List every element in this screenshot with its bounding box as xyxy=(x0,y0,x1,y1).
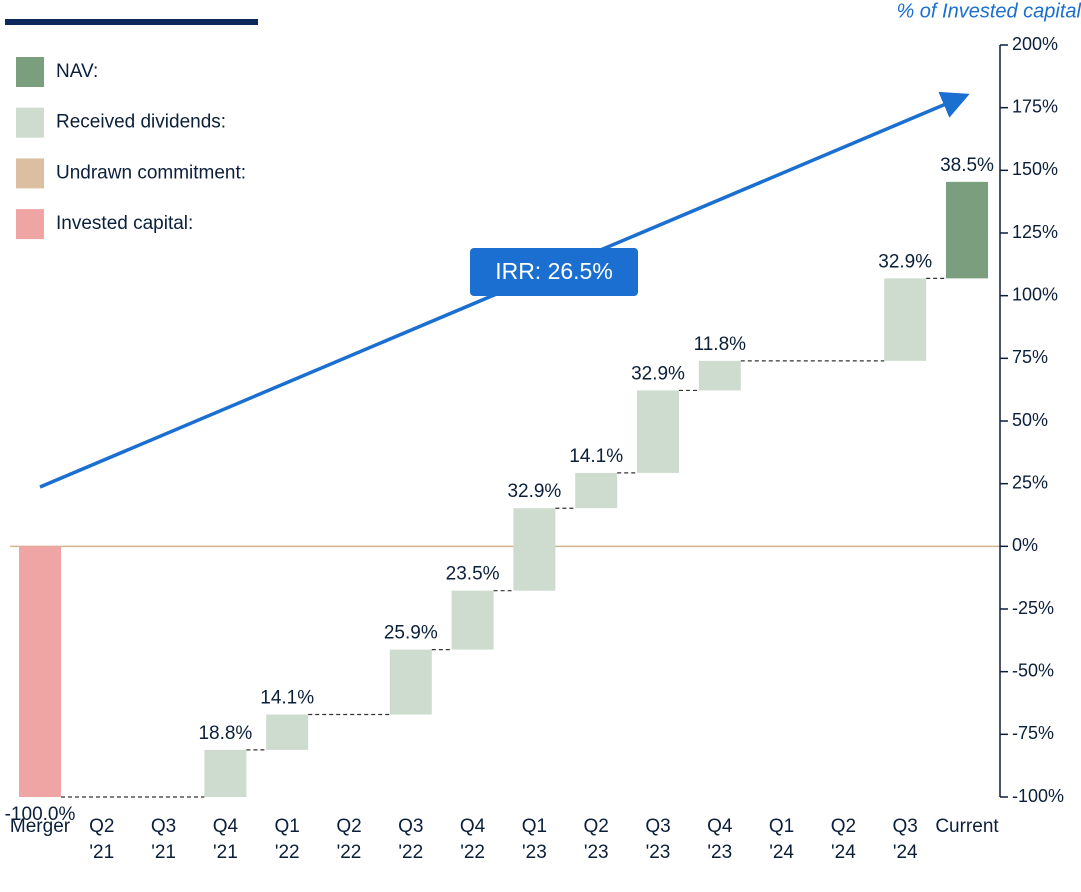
bar xyxy=(575,472,618,509)
y-tick-label: 100% xyxy=(1012,284,1058,304)
irr-box xyxy=(470,248,638,296)
value-label: 25.9% xyxy=(384,623,438,644)
bar xyxy=(513,508,556,591)
axis-title: % of Invested capital xyxy=(896,0,1081,22)
legend-label: Invested capital: xyxy=(56,213,193,234)
value-label: -100.0% xyxy=(5,804,76,825)
bar xyxy=(266,714,309,750)
value-label: 18.8% xyxy=(198,723,252,744)
x-tick-label: Q2'22 xyxy=(336,816,361,863)
x-tick-label: Q3'23 xyxy=(645,816,670,863)
x-tick-label: Q1'23 xyxy=(522,816,547,863)
y-tick-label: -25% xyxy=(1012,598,1054,618)
x-tick-label: Q4'21 xyxy=(213,816,239,863)
bar xyxy=(884,278,927,361)
legend-swatch xyxy=(16,209,44,240)
y-tick-label: 0% xyxy=(1012,535,1038,555)
x-tick-label: Q3'24 xyxy=(893,816,918,863)
x-tick-label: Q2'21 xyxy=(89,816,114,863)
header-bar xyxy=(5,19,258,25)
bar xyxy=(637,390,679,473)
x-tick-label: Q4'22 xyxy=(460,816,486,863)
x-tick-label: Q2'23 xyxy=(584,816,609,863)
y-tick-label: -75% xyxy=(1012,723,1054,743)
value-label: 11.8% xyxy=(694,334,747,355)
y-tick-label: 50% xyxy=(1012,410,1048,430)
value-label: 32.9% xyxy=(878,251,932,272)
y-tick-label: -50% xyxy=(1012,660,1054,680)
y-tick-label: 150% xyxy=(1012,159,1058,179)
bar xyxy=(946,181,988,279)
value-label: 14.1% xyxy=(569,446,623,467)
y-tick-label: 75% xyxy=(1012,347,1048,367)
x-tick-label: Q4'23 xyxy=(707,816,733,863)
y-tick-label: 125% xyxy=(1012,222,1058,242)
bar xyxy=(204,749,247,797)
x-tick-label: Q2'24 xyxy=(831,816,856,863)
value-label: 32.9% xyxy=(507,481,561,502)
bar xyxy=(698,360,741,391)
irr-label: IRR: 26.5% xyxy=(495,258,613,284)
value-label: 32.9% xyxy=(631,363,685,384)
x-tick-label: Merger xyxy=(10,816,71,837)
y-tick-label: 25% xyxy=(1012,472,1048,492)
legend-swatch xyxy=(16,158,44,189)
legend-label: Undrawn commitment: xyxy=(56,162,246,183)
value-label: 38.5% xyxy=(940,155,994,176)
bar xyxy=(389,649,432,715)
x-tick-label: Q1'24 xyxy=(769,816,794,863)
legend-swatch xyxy=(16,57,44,87)
legend-swatch xyxy=(16,107,44,138)
x-tick-label: Current xyxy=(935,816,999,837)
x-tick-label: Q1'22 xyxy=(275,816,300,863)
y-tick-label: 200% xyxy=(1012,34,1058,54)
legend-label: Received dividends: xyxy=(56,112,226,133)
x-tick-label: Q3'21 xyxy=(151,816,176,863)
value-label: 14.1% xyxy=(260,688,314,709)
legend-label: NAV: xyxy=(56,61,98,82)
y-tick-label: -100% xyxy=(1012,786,1064,806)
value-label: 23.5% xyxy=(446,564,500,585)
bar xyxy=(19,546,61,797)
y-tick-label: 175% xyxy=(1012,96,1058,116)
bar xyxy=(451,590,494,650)
x-tick-label: Q3'22 xyxy=(398,816,423,863)
